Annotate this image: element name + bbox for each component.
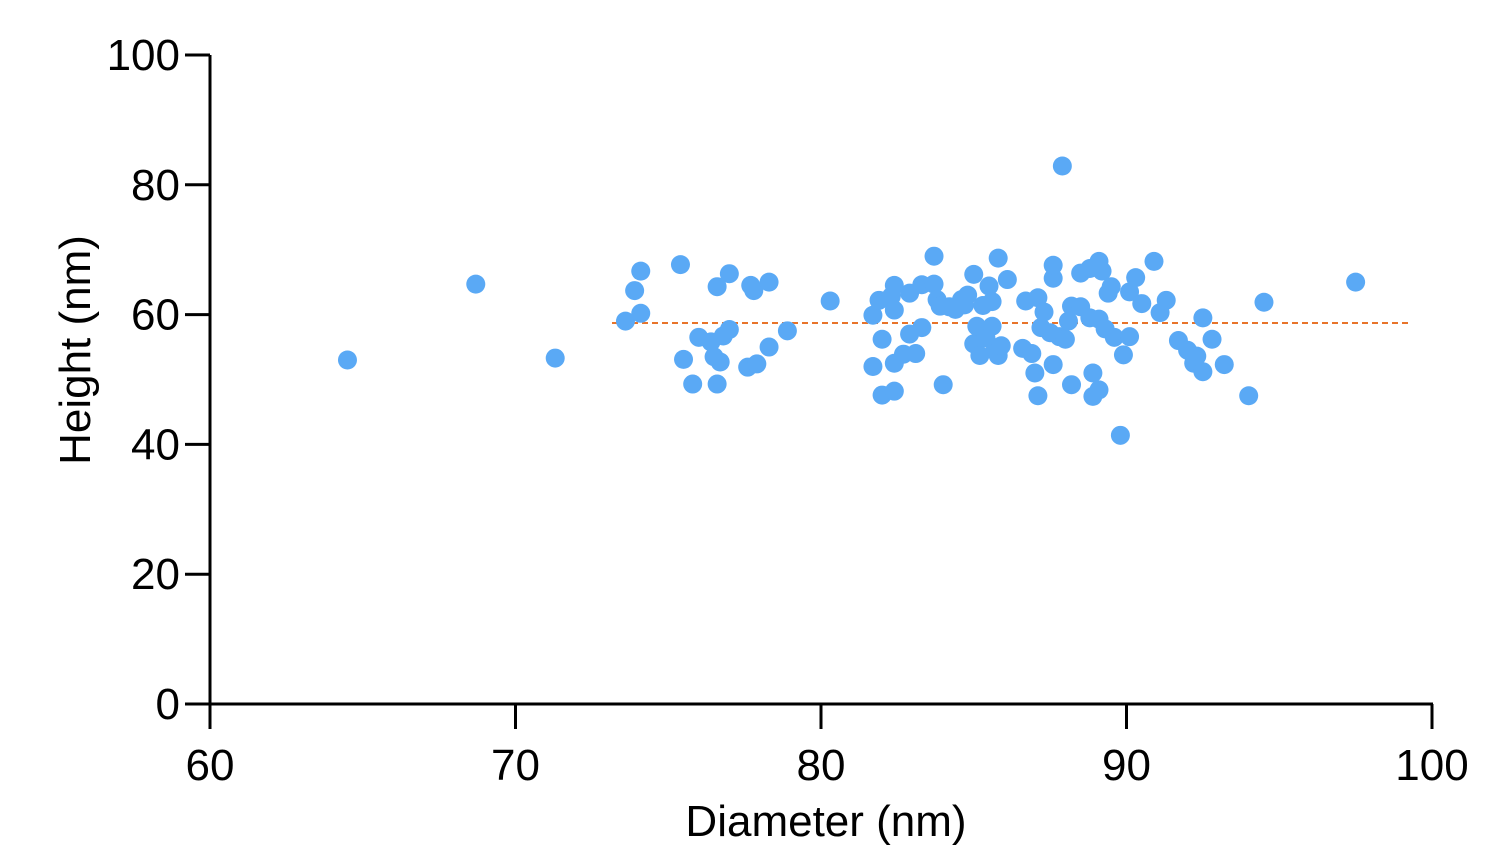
data-point [997,270,1017,290]
data-point [1202,329,1222,349]
y-tick-label: 20 [131,550,180,599]
data-point [1104,327,1124,347]
data-point [982,316,1002,336]
data-point [991,336,1011,356]
data-point [1120,282,1140,302]
data-point [631,261,651,281]
data-point [982,292,1002,312]
data-point [988,248,1008,268]
data-point [1089,380,1109,400]
data-point [674,349,694,369]
data-point [466,274,486,294]
data-point [1062,375,1082,395]
data-point [1043,355,1063,375]
data-point [924,246,944,266]
y-tick-label: 0 [156,680,180,729]
data-point [1025,363,1045,383]
data-point [615,311,635,331]
data-point [1239,386,1259,406]
data-point [912,318,932,338]
data-point [979,276,999,296]
data-point [924,274,944,294]
data-point [1043,268,1063,288]
data-point [625,281,645,301]
data-point [670,255,690,275]
data-point [1028,288,1048,308]
data-point [964,264,984,284]
data-point [863,305,883,325]
data-point [744,281,764,301]
data-point [884,381,904,401]
data-point [719,320,739,340]
data-point [884,275,904,295]
x-tick-label: 80 [797,741,846,790]
data-point [1092,261,1112,281]
data-point [1254,292,1274,312]
x-axis-title: Diameter (nm) [685,797,966,846]
data-point [707,277,727,297]
data-point [1055,329,1075,349]
x-tick-label: 90 [1102,741,1151,790]
data-point [1022,344,1042,364]
data-point [747,354,767,374]
data-point [1193,362,1213,382]
y-tick-label: 60 [131,291,180,340]
data-point [884,300,904,320]
data-point [970,345,990,365]
data-point [1193,308,1213,328]
y-tick-label: 100 [107,31,180,80]
data-point [1110,425,1130,445]
data-point [719,264,739,284]
data-point [1132,294,1152,314]
data-point [631,303,651,323]
y-tick-label: 40 [131,420,180,469]
y-axis-ticks: 0 20 40 60 80 100 [107,31,210,729]
data-point [1101,277,1121,297]
data-point [958,285,978,305]
data-point [863,357,883,377]
data-point [820,291,840,311]
data-point [337,350,357,370]
data-point [777,321,797,341]
data-point [759,337,779,357]
data-point [1113,345,1133,365]
data-point [1187,346,1207,366]
data-point [1058,311,1078,331]
data-point [707,374,727,394]
data-point [1214,355,1234,375]
y-tick-label: 80 [131,161,180,210]
data-point [1156,290,1176,310]
data-point [1028,386,1048,406]
x-tick-label: 60 [186,741,235,790]
data-point [933,375,953,395]
data-point [759,272,779,292]
data-point [1083,363,1103,383]
data-point [1144,251,1164,271]
data-point [1120,327,1140,347]
data-point [1126,268,1146,288]
data-point [1346,272,1366,292]
data-point [1043,255,1063,275]
x-tick-label: 70 [491,741,540,790]
data-point [906,344,926,364]
data-point [710,352,730,372]
data-point [1052,156,1072,176]
y-axis-title: Height (nm) [51,235,100,465]
data-point [872,329,892,349]
x-tick-label: 100 [1395,741,1468,790]
data-point [545,348,565,368]
data-points [337,156,1366,445]
x-axis-ticks: 60 70 80 90 100 [186,704,1469,790]
data-point [683,374,703,394]
data-point [1034,302,1054,322]
